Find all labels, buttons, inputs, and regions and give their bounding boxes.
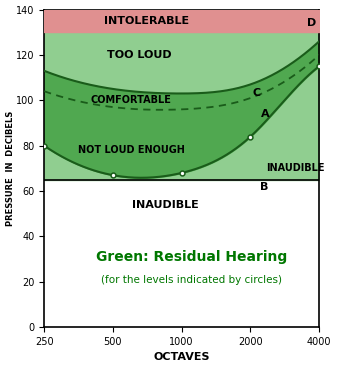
Text: Green: Residual Hearing: Green: Residual Hearing <box>95 250 287 264</box>
Text: INAUDIBLE: INAUDIBLE <box>267 163 325 173</box>
Text: COMFORTABLE: COMFORTABLE <box>91 95 172 105</box>
Text: C: C <box>253 88 261 99</box>
X-axis label: OCTAVES: OCTAVES <box>153 353 210 362</box>
Text: B: B <box>260 181 268 191</box>
Y-axis label: PRESSURE  IN  DECIBELS: PRESSURE IN DECIBELS <box>5 111 14 226</box>
Text: NOT LOUD ENOUGH: NOT LOUD ENOUGH <box>78 145 184 155</box>
Text: INTOLERABLE: INTOLERABLE <box>104 16 189 26</box>
Text: TOO LOUD: TOO LOUD <box>106 50 171 60</box>
Text: (for the levels indicated by circles): (for the levels indicated by circles) <box>101 275 282 284</box>
Text: INAUDIBLE: INAUDIBLE <box>132 200 199 210</box>
Text: A: A <box>261 109 270 119</box>
Text: D: D <box>307 18 316 28</box>
